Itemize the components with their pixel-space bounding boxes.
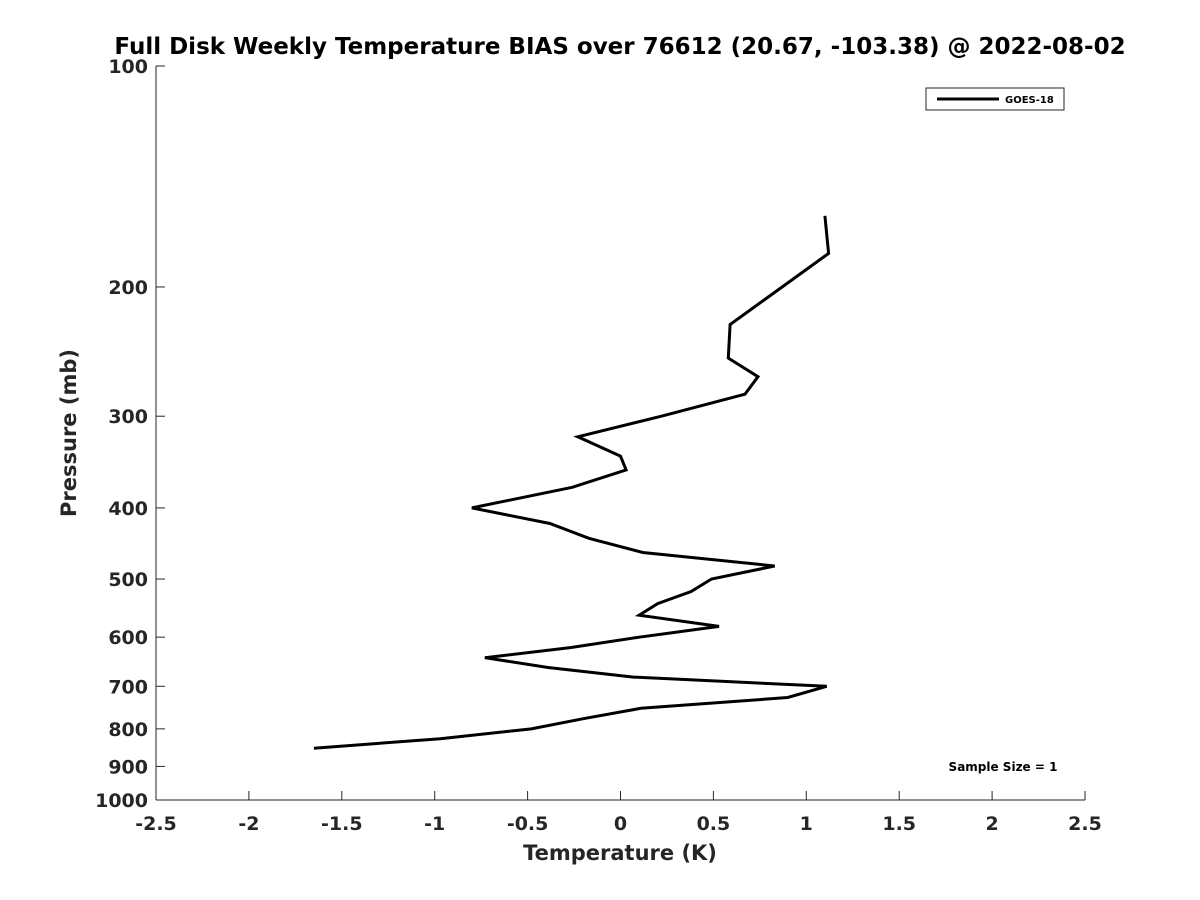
y-ticks: 100 200 300 400 500 600 700 800 900 1000	[95, 56, 165, 812]
y-tick-label: 200	[108, 277, 148, 299]
plot-area	[156, 66, 1085, 800]
series-layer	[313, 215, 831, 750]
x-tick-label: 0	[614, 813, 627, 835]
x-tick-label: 2	[985, 813, 998, 835]
x-tick-label: -0.5	[507, 813, 549, 835]
x-tick-label: 2.5	[1068, 813, 1102, 835]
y-tick-label: 400	[108, 498, 148, 520]
x-ticks: -2.5 -2 -1.5 -1 -0.5 0 0.5 1 1.5 2 2.5	[135, 791, 1102, 835]
y-axis-label: Pressure (mb)	[57, 349, 81, 517]
y-tick-label: 1000	[95, 790, 148, 812]
x-axis-label: Temperature (K)	[523, 841, 717, 865]
y-tick-label: 500	[108, 569, 148, 591]
series-line-goes-18	[313, 215, 831, 750]
y-tick-label: 100	[108, 56, 148, 78]
y-tick-label: 700	[108, 676, 148, 698]
y-tick-label: 900	[108, 756, 148, 778]
x-tick-label: -1.5	[321, 813, 363, 835]
x-tick-label: 1.5	[882, 813, 916, 835]
x-tick-label: 0.5	[697, 813, 731, 835]
x-tick-label: -1	[424, 813, 445, 835]
y-tick-label: 600	[108, 627, 148, 649]
y-tick-label: 300	[108, 406, 148, 428]
legend-label: GOES-18	[1005, 95, 1054, 106]
sample-size-annotation: Sample Size = 1	[949, 760, 1058, 774]
legend: GOES-18	[925, 87, 1065, 111]
x-tick-label: -2	[238, 813, 259, 835]
x-tick-label: -2.5	[135, 813, 177, 835]
y-tick-label: 800	[108, 719, 148, 741]
x-tick-label: 1	[800, 813, 813, 835]
chart-title: Full Disk Weekly Temperature BIAS over 7…	[114, 34, 1125, 60]
